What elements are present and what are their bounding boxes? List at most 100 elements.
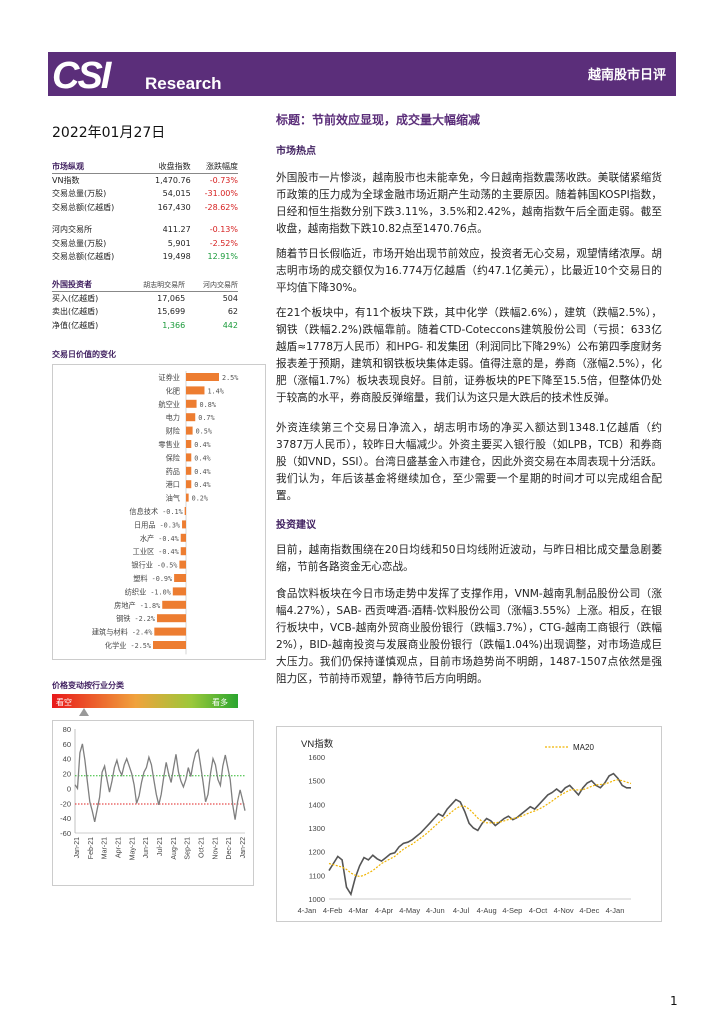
sector-bar xyxy=(179,560,186,569)
sector-value-label: 1.4% xyxy=(207,387,223,395)
article-title: 标题：节前效应显现，成交量大幅缩减 xyxy=(276,113,481,127)
sector-bar xyxy=(182,520,186,529)
sector-bar xyxy=(186,386,205,395)
vn-chart-title: VN指数 xyxy=(301,738,334,750)
x-tick-label: Jan-21 xyxy=(74,837,81,859)
sector-label: 港口 xyxy=(166,480,180,489)
sector-bar xyxy=(180,547,186,556)
x-tick-label: Mar-21 xyxy=(102,837,109,859)
x-tick-label: 4-Apr xyxy=(375,906,394,915)
row-label: 交易总量(万股) xyxy=(52,189,107,199)
row-change: 12.91% xyxy=(207,252,238,262)
sector-index-chart: 80 60 40 20 0 -20 -40 -60 Jan-21 Feb-21 Mar-21 Apr-… xyxy=(52,720,254,886)
sector-value-label: -2.5% xyxy=(131,642,151,650)
sector-bar xyxy=(186,453,192,462)
sector-value-label: -2.4% xyxy=(132,629,152,637)
section-heading-hotspots: 市场热点 xyxy=(276,146,316,157)
x-tick-label: Feb-21 xyxy=(88,837,95,859)
row-value: 54,015 xyxy=(162,189,191,199)
page-number: 1 xyxy=(670,994,678,1008)
y-tick-label: 1200 xyxy=(308,848,325,857)
sector-label: 塑料 xyxy=(133,574,147,583)
sector-bar xyxy=(172,587,186,596)
y-tick-label: 1500 xyxy=(308,777,325,786)
x-tick-label: 4-Feb xyxy=(323,906,343,915)
vn-index-svg: VN指数 1000 1100 1200 1300 1400 1500 1600 MA20 4-Ja… xyxy=(298,738,632,915)
vn-index-chart: VN指数 1000 1100 1200 1300 1400 1500 1600 MA20 4-Ja… xyxy=(276,726,662,922)
sector-change-svg: 证券业 2.5% 化肥 1.4% 航空业 0.8% 电力 0.7% 财险 0.5% 零售业 0.4% 保… xyxy=(92,371,238,655)
market-row: 交易总量(万股) 54,015 -31.00% xyxy=(52,187,238,201)
sector-bar xyxy=(186,373,219,381)
market-row: 交易总量(万股) 5,901 -2.52% xyxy=(52,237,238,251)
x-tick-label: 4-Nov xyxy=(554,906,574,915)
row-hnx: 62 xyxy=(227,307,238,317)
y-tick-label: 1400 xyxy=(308,800,325,809)
market-header-row: 市场纵观 收盘指数 涨跌幅度 xyxy=(52,160,238,174)
y-tick-label: 1600 xyxy=(308,753,325,762)
y-tick-label: -60 xyxy=(60,829,71,838)
market-title: 市场纵观 xyxy=(52,160,141,174)
sector-label: 钢铁 xyxy=(116,614,130,623)
y-tick-label: 0 xyxy=(67,784,71,793)
spacer-row xyxy=(52,214,238,223)
x-tick-label: Oct-21 xyxy=(199,837,206,858)
sector-chart-title: 交易日价值的变化 xyxy=(52,350,116,359)
paragraph-1: 外国股市一片惨淡，越南股市也未能幸免，今日越南指数震荡收跌。美联储紧缩货币政策的… xyxy=(276,172,662,235)
sector-value-label: -0.1% xyxy=(162,508,182,516)
x-tick-label: 4-Sep xyxy=(502,906,522,915)
x-tick-label: 4-Jun xyxy=(426,906,445,915)
csi-logo: CSI Research xyxy=(52,56,312,96)
sector-bar xyxy=(180,533,186,542)
sector-bar xyxy=(153,641,186,649)
row-value: 1,470.76 xyxy=(155,176,191,185)
ma20-line xyxy=(328,779,632,878)
foreign-title: 外国投资者 xyxy=(52,278,122,292)
row-value: 411.27 xyxy=(162,225,191,235)
row-change: -0.73% xyxy=(209,176,238,185)
market-row: 交易总额(亿越盾) 19,498 12.91% xyxy=(52,250,238,264)
sector-value-label: 0.7% xyxy=(198,414,214,422)
x-tick-label: Aug-21 xyxy=(171,837,178,860)
y-tick-label: 1000 xyxy=(308,895,325,904)
row-change: -31.00% xyxy=(204,189,238,199)
y-tick-label: 80 xyxy=(63,725,71,734)
y-tick-label: 20 xyxy=(63,770,71,779)
x-tick-label: Jul-21 xyxy=(157,837,164,856)
foreign-col-hnx: 河内交易所 xyxy=(185,278,238,292)
y-tick-label: 40 xyxy=(63,755,71,764)
row-hose: 17,065 xyxy=(157,294,186,303)
foreign-col-hose: 胡志明交易所 xyxy=(121,278,186,292)
row-value: 19,498 xyxy=(162,252,191,262)
x-tick-label: Apr-21 xyxy=(116,837,123,858)
foreign-header-row: 外国投资者 胡志明交易所 河内交易所 xyxy=(52,278,238,292)
logo-sub: Research xyxy=(145,74,222,93)
y-tick-label: -40 xyxy=(60,814,71,823)
sector-label: 纺织业 xyxy=(125,587,147,596)
sector-bar xyxy=(186,466,192,475)
x-tick-label: 4-Jan xyxy=(298,906,317,915)
y-tick-label: -20 xyxy=(60,799,71,808)
market-row: 河内交易所 411.27 -0.13% xyxy=(52,223,238,237)
bullish-label: 看多 xyxy=(212,698,228,707)
bearish-label: 看空 xyxy=(56,698,72,707)
row-label: 河内交易所 xyxy=(52,225,92,235)
x-tick-label: 4-Dec xyxy=(579,906,599,915)
x-tick-label: Jun-21 xyxy=(143,837,150,859)
row-change: -0.13% xyxy=(209,225,238,235)
sector-label: 银行业 xyxy=(131,561,153,570)
x-tick-label: Nov-21 xyxy=(212,837,219,860)
sector-value-label: -2.2% xyxy=(134,615,154,623)
vn-index-line xyxy=(328,772,631,897)
row-label: 交易总额(亿越盾) xyxy=(52,202,115,212)
sector-value-label: -0.4% xyxy=(158,548,178,556)
market-row: VN指数 1,470.76 -0.73% xyxy=(52,174,238,188)
y-tick-label: 60 xyxy=(63,740,71,749)
sector-value-label: -1.8% xyxy=(140,602,160,610)
sector-bar xyxy=(174,574,186,582)
row-value: 5,901 xyxy=(167,238,191,248)
sector-index-line xyxy=(74,743,246,823)
x-tick-label: 4-Oct xyxy=(529,906,548,915)
sector-value-label: -1.0% xyxy=(150,588,170,596)
sector-value-label: 0.4% xyxy=(194,468,210,476)
market-row: 交易总额(亿越盾) 167,430 -28.62% xyxy=(52,201,238,215)
